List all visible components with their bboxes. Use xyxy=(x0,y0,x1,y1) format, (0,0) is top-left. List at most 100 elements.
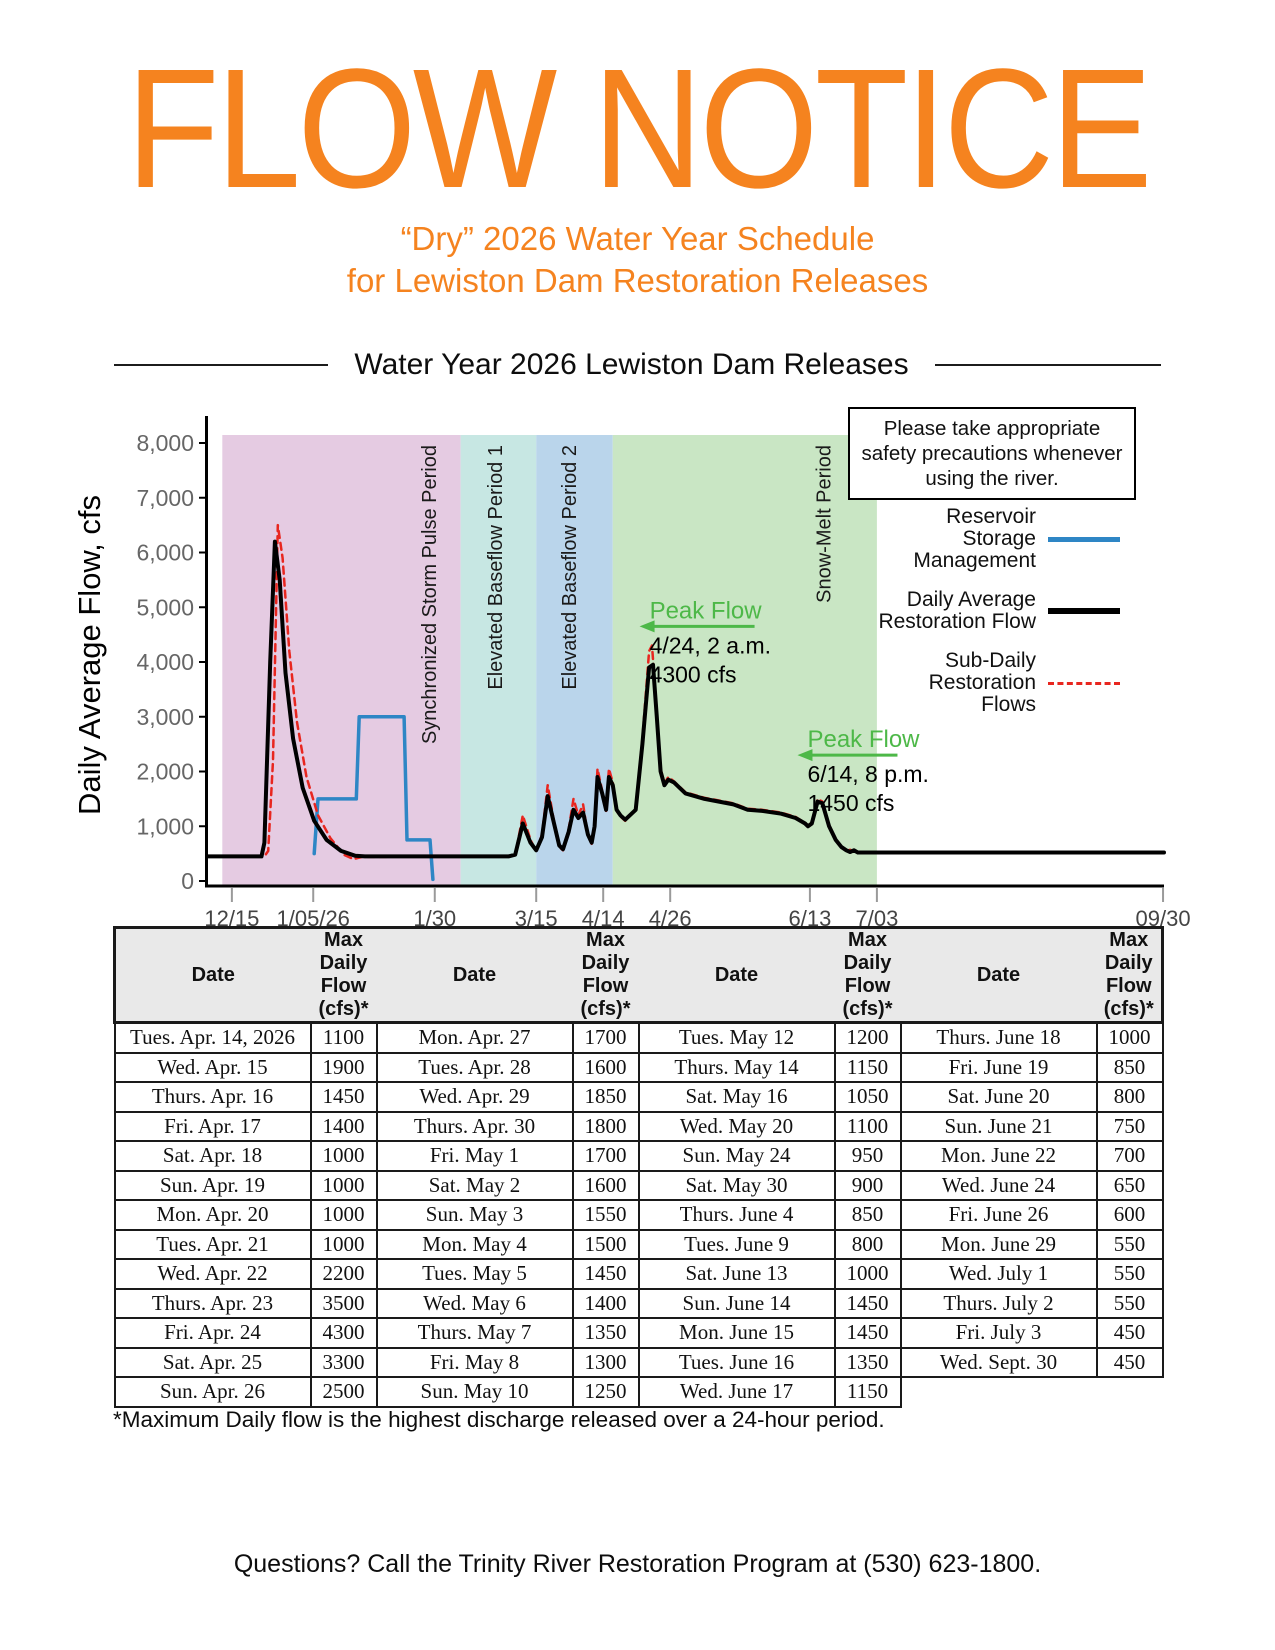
table-cell-date: Mon. May 4 xyxy=(375,1228,574,1260)
table-row: Mon. Apr. 20 1000 Sun. May 3 1550 Thurs. Jun… xyxy=(113,1199,1164,1231)
table-cell-date: Fri. May 8 xyxy=(375,1346,574,1378)
table-cell-date: Sat. May 16 xyxy=(637,1081,836,1113)
peak-flow-value: 1450 cfs xyxy=(807,790,894,816)
period-band-label: Snow-Melt Period xyxy=(813,445,835,603)
section-rule-left xyxy=(114,364,329,366)
table-cell-flow: 1350 xyxy=(571,1317,640,1349)
table-cell-flow: 2200 xyxy=(309,1258,378,1290)
table-row: Sun. Apr. 19 1000 Sat. May 2 1600 Sat. May 3… xyxy=(113,1169,1164,1201)
table-cell-date: Wed. Apr. 29 xyxy=(375,1081,574,1113)
table-cell-empty xyxy=(1097,1377,1163,1407)
table-cell-flow: 550 xyxy=(1095,1228,1164,1260)
legend-swatch-blue-solid xyxy=(1048,536,1120,542)
y-tick-label: 1,000 xyxy=(136,813,194,839)
table-cell-date: Sun. June 14 xyxy=(637,1287,836,1319)
table-cell-date: Thurs. Apr. 16 xyxy=(113,1081,312,1113)
period-band-label: Elevated Baseflow Period 2 xyxy=(559,445,581,690)
table-cell-date: Sat. June 20 xyxy=(899,1081,1098,1113)
table-cell-date: Sat. June 13 xyxy=(637,1258,836,1290)
peak-flow-time: 4/24, 2 a.m. xyxy=(650,632,771,658)
table-cell-flow: 1900 xyxy=(309,1051,378,1083)
table-cell-flow: 2500 xyxy=(309,1376,378,1408)
table-row: Fri. Apr. 17 1400 Thurs. Apr. 30 1800 Wed. M… xyxy=(113,1110,1164,1142)
table-cell-flow: 1600 xyxy=(571,1051,640,1083)
legend-item-daily-average-restoration-flow: Daily Average Restoration Flow xyxy=(850,589,1120,633)
table-row: Sun. Apr. 26 2500 Sun. May 10 1250 Wed. June… xyxy=(113,1376,1163,1408)
peak-flow-label: Peak Flow xyxy=(650,597,763,624)
table-row: Sat. Apr. 18 1000 Fri. May 1 1700 Sun. May 2… xyxy=(113,1140,1164,1172)
table-cell-flow: 1150 xyxy=(833,1051,902,1083)
table-cell-flow: 1450 xyxy=(833,1287,902,1319)
table-cell-date: Tues. Apr. 28 xyxy=(375,1051,574,1083)
table-cell-flow: 450 xyxy=(1095,1346,1164,1378)
table-cell-date: Sun. Apr. 26 xyxy=(113,1376,312,1408)
table-cell-flow: 1400 xyxy=(309,1110,378,1142)
table-cell-date: Wed. May 20 xyxy=(637,1110,836,1142)
table-cell-date: Wed. June 17 xyxy=(637,1376,836,1408)
legend-item-sub-daily-restoration-flows: Sub-Daily Restoration Flows xyxy=(850,650,1120,716)
table-row: Wed. Apr. 15 1900 Tues. Apr. 28 1600 Thurs. … xyxy=(113,1051,1164,1083)
table-cell-flow: 600 xyxy=(1095,1199,1164,1231)
table-cell-date: Wed. Sept. 30 xyxy=(899,1346,1098,1378)
table-cell-date: Sun. Apr. 19 xyxy=(113,1169,312,1201)
table-cell-flow: 1000 xyxy=(1095,1021,1164,1054)
legend-item-reservoir-storage-management: Reservoir Storage Management xyxy=(850,505,1120,572)
table-cell-flow: 550 xyxy=(1095,1287,1164,1319)
period-band xyxy=(222,435,461,885)
y-tick-label: 6,000 xyxy=(136,540,194,566)
table-cell-date: Tues. Apr. 14, 2026 xyxy=(113,1021,312,1054)
table-cell-date: Sun. May 3 xyxy=(375,1199,574,1231)
table-cell-date: Thurs. Apr. 23 xyxy=(113,1287,312,1319)
table-cell-flow: 800 xyxy=(1095,1081,1164,1113)
table-cell-date: Tues. June 9 xyxy=(637,1228,836,1260)
period-band-label: Elevated Baseflow Period 1 xyxy=(485,445,507,690)
table-cell-flow: 3300 xyxy=(309,1346,378,1378)
table-header-date: Date xyxy=(376,926,573,1024)
table-cell-date: Tues. Apr. 21 xyxy=(113,1228,312,1260)
y-tick-label: 4,000 xyxy=(136,649,194,675)
peak-flow-arrowhead-icon xyxy=(797,749,813,762)
table-cell-flow: 900 xyxy=(833,1169,902,1201)
series-reservoir-storage-management xyxy=(312,715,435,882)
table-cell-date: Sun. May 10 xyxy=(375,1376,574,1408)
page-title: FLOW NOTICE xyxy=(126,34,1152,224)
y-tick-label: 3,000 xyxy=(136,704,194,730)
table-cell-flow: 1800 xyxy=(571,1110,640,1142)
chart-section-header: Water Year 2026 Lewiston Dam Releases xyxy=(0,348,1275,382)
table-cell-flow: 1050 xyxy=(833,1081,902,1113)
table-cell-flow: 1450 xyxy=(309,1081,378,1113)
section-rule-right xyxy=(934,364,1161,366)
table-cell-flow: 1000 xyxy=(309,1228,378,1260)
table-cell-date: Thurs. June 18 xyxy=(899,1021,1098,1054)
table-cell-flow: 1000 xyxy=(309,1140,378,1172)
table-cell-date: Wed. June 24 xyxy=(899,1169,1098,1201)
table-cell-flow: 1400 xyxy=(571,1287,640,1319)
chart-section-title: Water Year 2026 Lewiston Dam Releases xyxy=(354,348,909,381)
peak-flow-time: 6/14, 8 p.m. xyxy=(807,761,928,787)
table-cell-date: Thurs. Apr. 30 xyxy=(375,1110,574,1142)
legend-swatch-black-solid xyxy=(1048,608,1120,615)
y-tick-label: 7,000 xyxy=(136,485,194,511)
table-cell-date: Fri. July 3 xyxy=(899,1317,1098,1349)
table-cell-flow: 1200 xyxy=(833,1021,902,1054)
table-cell-flow: 850 xyxy=(833,1199,902,1231)
table-row: Tues. Apr. 14, 2026 1100 Mon. Apr. 27 1700 T… xyxy=(113,1021,1164,1054)
table-cell-flow: 1100 xyxy=(833,1110,902,1142)
y-tick-label: 5,000 xyxy=(136,594,194,620)
table-header-flow: Max Daily Flow (cfs)* xyxy=(1096,926,1164,1024)
table-cell-flow: 1450 xyxy=(571,1258,640,1290)
table-cell-date: Wed. Apr. 22 xyxy=(113,1258,312,1290)
table-cell-flow: 850 xyxy=(1095,1051,1164,1083)
table-cell-flow: 1300 xyxy=(571,1346,640,1378)
y-tick-label: 8,000 xyxy=(136,430,194,456)
table-cell-flow: 750 xyxy=(1095,1110,1164,1142)
table-cell-date: Sat. May 2 xyxy=(375,1169,574,1201)
peak-flow-value: 4300 cfs xyxy=(650,661,737,687)
table-cell-date: Thurs. June 4 xyxy=(637,1199,836,1231)
table-cell-date: Fri. June 19 xyxy=(899,1051,1098,1083)
table-cell-flow: 650 xyxy=(1095,1169,1164,1201)
table-cell-flow: 700 xyxy=(1095,1140,1164,1172)
table-cell-flow: 550 xyxy=(1095,1258,1164,1290)
table-cell-date: Mon. Apr. 27 xyxy=(375,1021,574,1054)
table-cell-date: Fri. May 1 xyxy=(375,1140,574,1172)
